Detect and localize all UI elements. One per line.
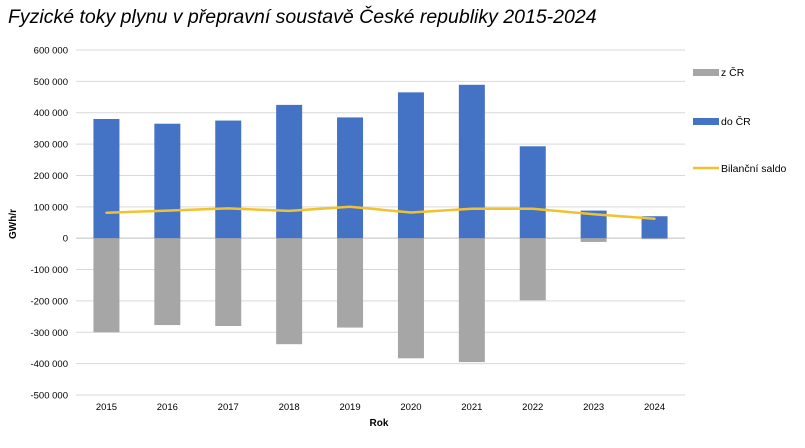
- saldo-polyline: [105, 205, 656, 220]
- bar-do-r: [215, 120, 242, 239]
- chart-title: Fyzické toky plynu v přepravní soustavě …: [8, 6, 597, 28]
- saldo-line: [105, 205, 656, 220]
- bar-do-r: [519, 146, 546, 239]
- legend-label: z ČR: [721, 66, 745, 79]
- legend: z ČR do ČR Bilanční saldo: [693, 66, 787, 175]
- x-tick-label: 2022: [522, 402, 543, 413]
- legend-label: do ČR: [721, 115, 751, 128]
- bar-do-r: [337, 117, 364, 239]
- x-axis-label: Rok: [370, 418, 389, 429]
- y-tick-label: 600 000: [34, 46, 68, 57]
- bar-do-r: [641, 216, 668, 239]
- x-tick-label: 2019: [339, 402, 360, 413]
- y-tick-label: -100 000: [30, 265, 68, 276]
- y-tick-label: 400 000: [34, 108, 68, 119]
- x-tick-label: 2017: [218, 402, 239, 413]
- bar-do-r: [276, 104, 303, 239]
- bar-z-r: [458, 238, 485, 363]
- y-tick-label: 100 000: [34, 202, 68, 213]
- x-axis-ticks: 2015 2016 2017 2018 2019 2020 2021 2022 2023 2024: [96, 402, 665, 413]
- bar-z-r: [93, 238, 120, 333]
- x-tick-label: 2021: [461, 402, 482, 413]
- legend-label: Bilanční saldo: [721, 163, 787, 175]
- bar-z-r: [397, 238, 424, 359]
- x-tick-label: 2024: [644, 402, 665, 413]
- y-tick-label: 0: [63, 234, 68, 245]
- y-tick-label: 200 000: [34, 171, 68, 182]
- bar-do-r: [154, 123, 181, 239]
- y-tick-label: 500 000: [34, 77, 68, 88]
- bar-do-r: [458, 84, 485, 239]
- bar-do-r: [93, 119, 120, 239]
- x-tick-label: 2023: [583, 402, 604, 413]
- bars: [93, 84, 668, 363]
- bar-z-r: [276, 238, 303, 345]
- x-tick-label: 2015: [96, 402, 117, 413]
- bar-z-r: [215, 238, 242, 326]
- y-axis-label: GWh/r: [8, 209, 19, 239]
- legend-swatch: [693, 118, 719, 125]
- y-axis-ticks: 600 000 500 000 400 000 300 000 200 000 100 0…: [30, 46, 68, 402]
- y-tick-label: 300 000: [34, 140, 68, 151]
- x-tick-label: 2016: [157, 402, 178, 413]
- legend-swatch: [693, 69, 719, 76]
- x-tick-label: 2020: [400, 402, 421, 413]
- bar-do-r: [397, 92, 424, 239]
- bar-z-r: [641, 238, 668, 240]
- bar-z-r: [580, 238, 607, 242]
- y-tick-label: -500 000: [30, 391, 68, 402]
- bar-z-r: [337, 238, 364, 328]
- y-tick-label: -300 000: [30, 328, 68, 339]
- bar-z-r: [519, 238, 546, 301]
- x-tick-label: 2018: [279, 402, 300, 413]
- y-tick-label: -200 000: [30, 296, 68, 307]
- gridlines: [76, 49, 685, 396]
- bar-z-r: [154, 238, 181, 326]
- y-tick-label: -400 000: [30, 359, 68, 370]
